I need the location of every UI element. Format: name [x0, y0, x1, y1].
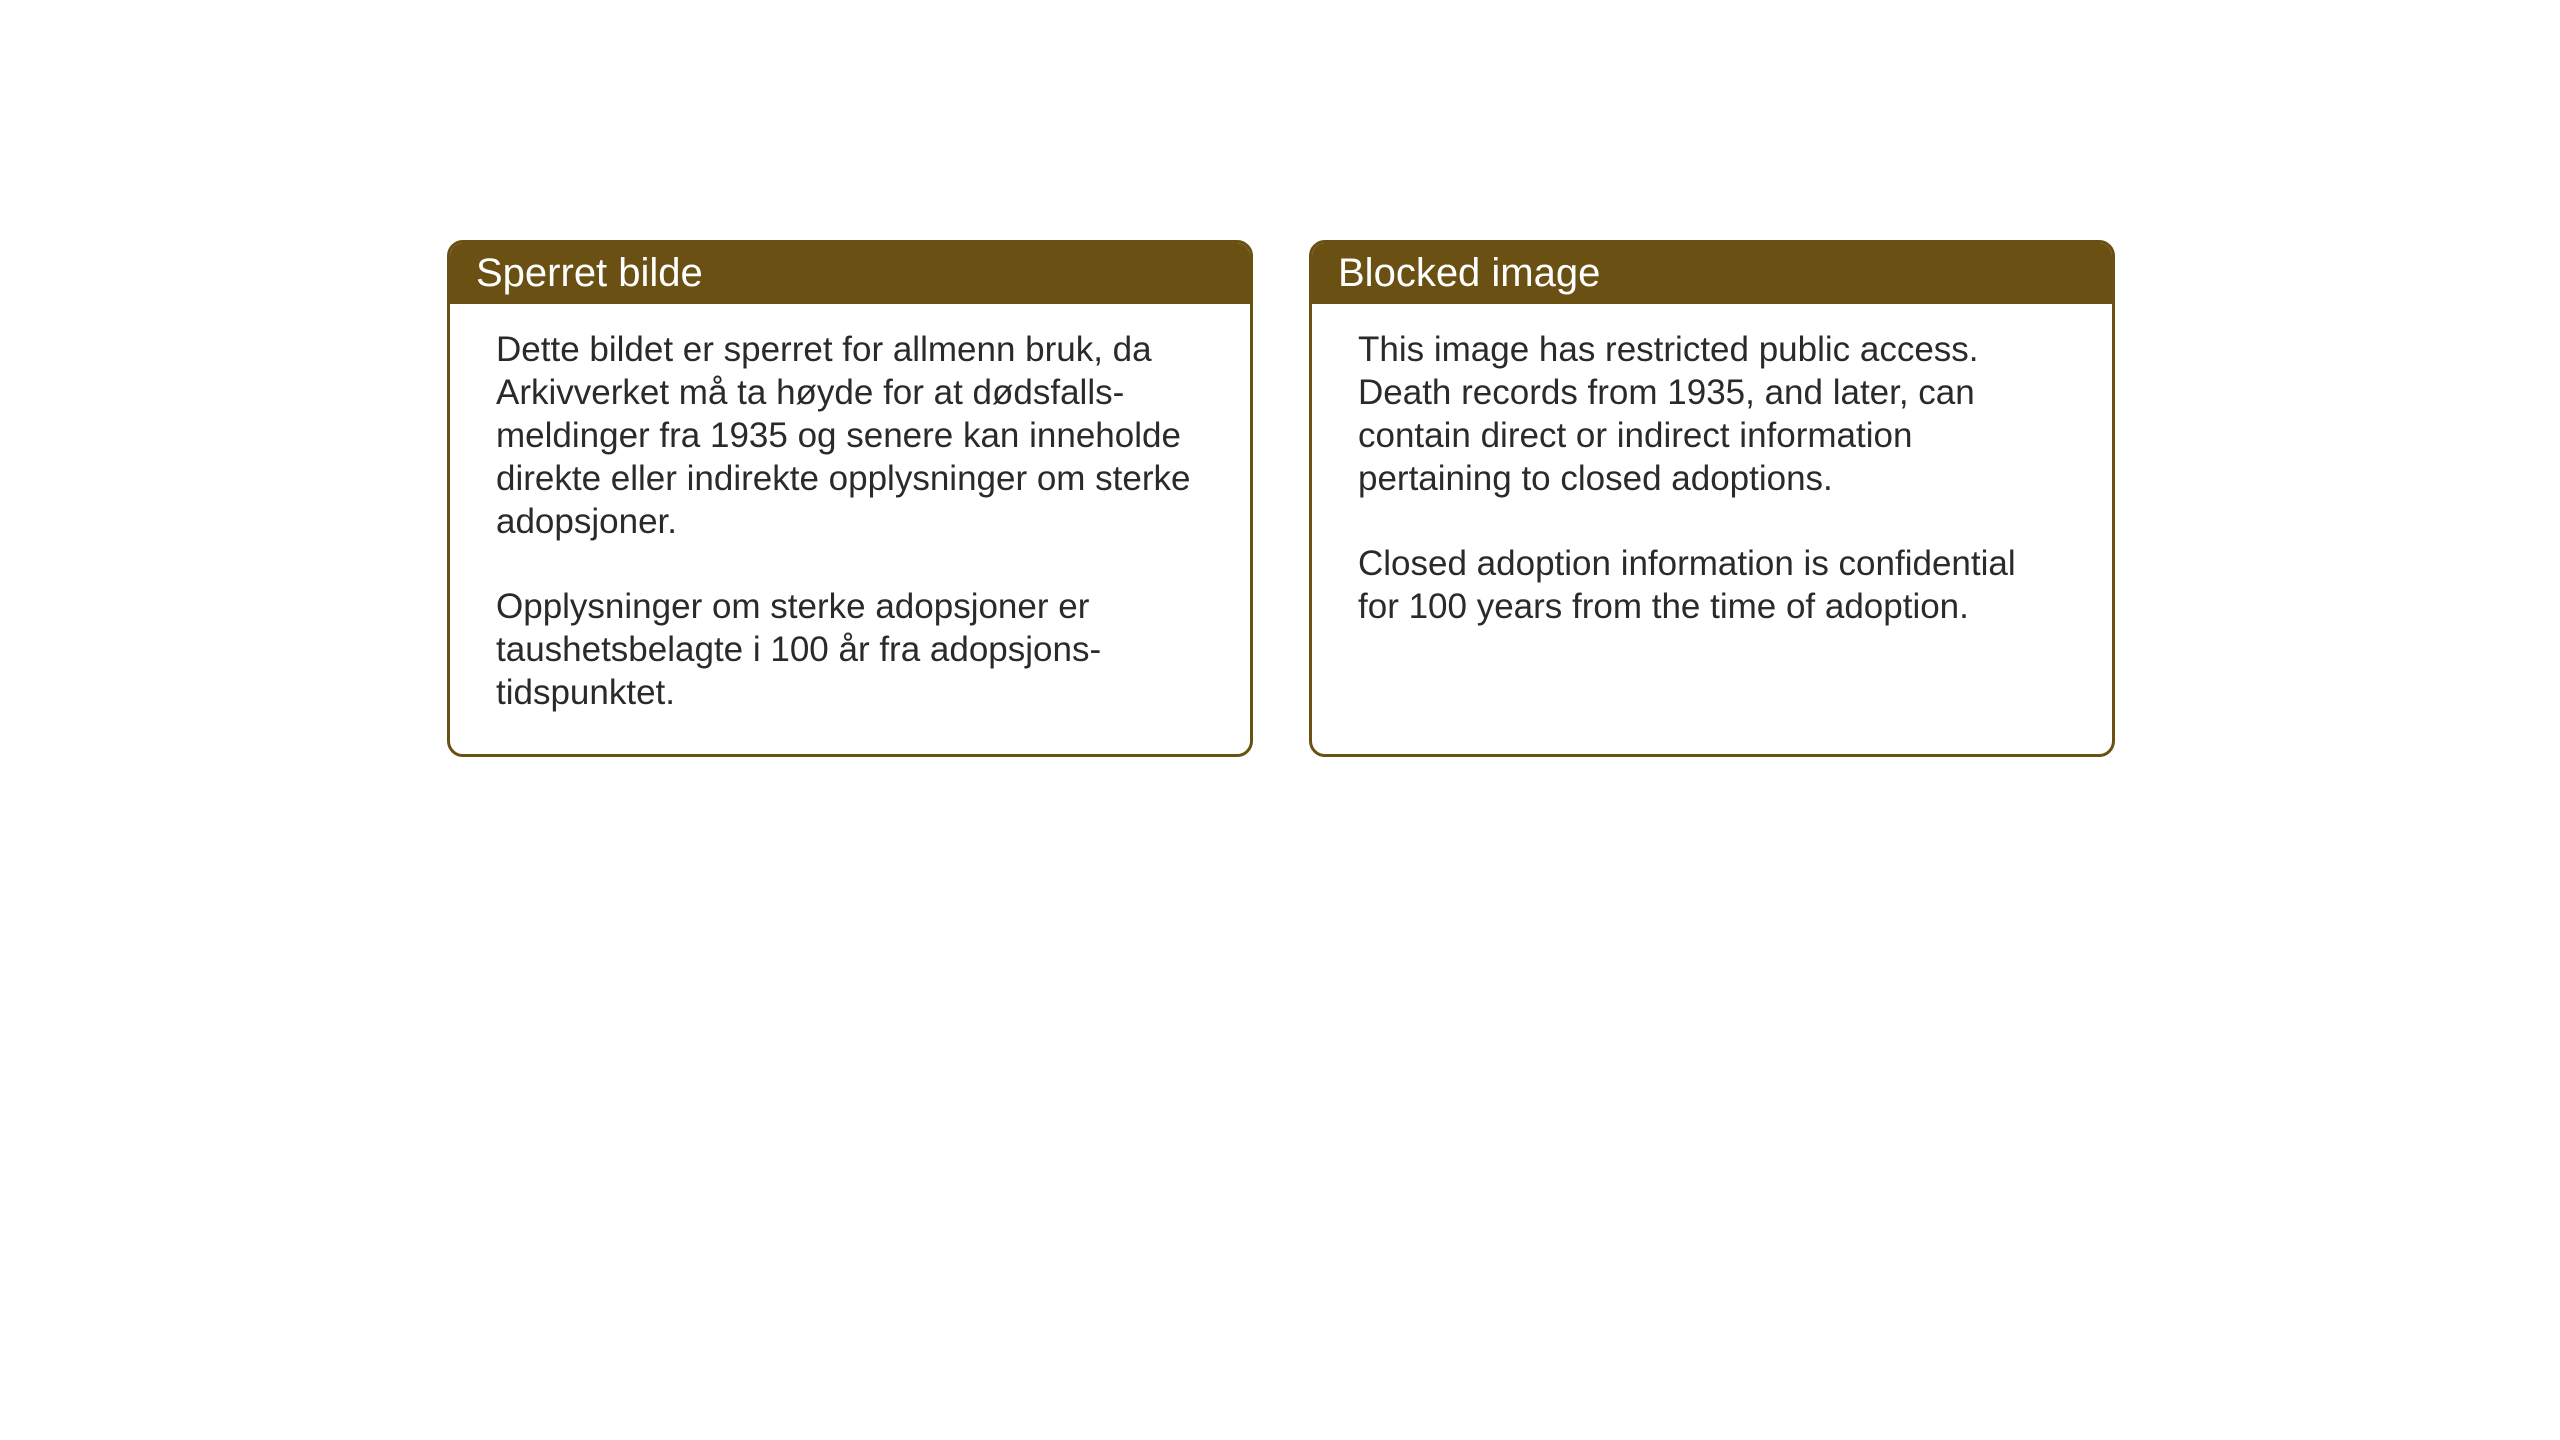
card-header-norwegian: Sperret bilde	[450, 243, 1250, 304]
card-body-english: This image has restricted public access.…	[1312, 304, 2112, 668]
notice-container: Sperret bilde Dette bildet er sperret fo…	[447, 240, 2115, 757]
card-paragraph-1-english: This image has restricted public access.…	[1358, 328, 2066, 500]
card-paragraph-2-english: Closed adoption information is confident…	[1358, 542, 2066, 628]
card-header-english: Blocked image	[1312, 243, 2112, 304]
notice-card-english: Blocked image This image has restricted …	[1309, 240, 2115, 757]
card-body-norwegian: Dette bildet er sperret for allmenn bruk…	[450, 304, 1250, 754]
card-paragraph-1-norwegian: Dette bildet er sperret for allmenn bruk…	[496, 328, 1204, 543]
notice-card-norwegian: Sperret bilde Dette bildet er sperret fo…	[447, 240, 1253, 757]
card-paragraph-2-norwegian: Opplysninger om sterke adopsjoner er tau…	[496, 585, 1204, 714]
card-title-norwegian: Sperret bilde	[476, 251, 703, 295]
card-title-english: Blocked image	[1338, 251, 1600, 295]
